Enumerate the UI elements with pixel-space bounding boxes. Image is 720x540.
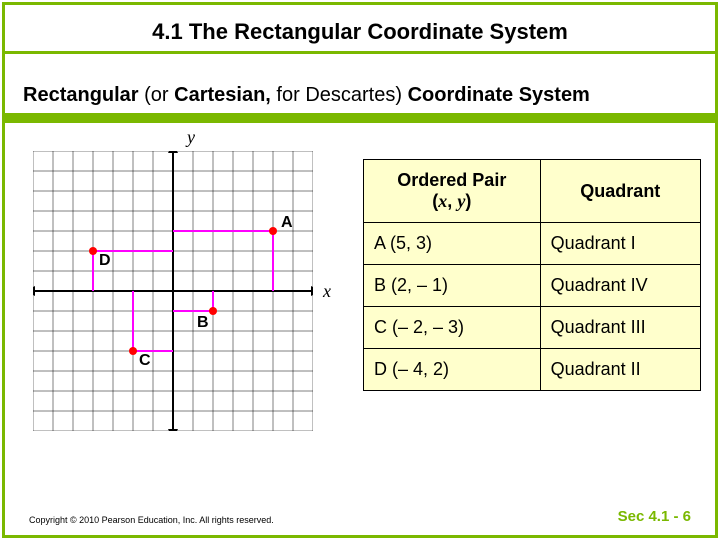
svg-text:B: B [197, 314, 209, 331]
pair-cell: A (5, 3) [364, 223, 541, 265]
quadrant-cell: Quadrant IV [540, 265, 700, 307]
title-underline [5, 51, 715, 54]
subtitle: Rectangular (or Cartesian, for Descartes… [23, 84, 715, 107]
quadrant-table: Ordered Pair (x, y) Quadrant A (5, 3)Qua… [363, 159, 701, 391]
subtitle-b2: Cartesian, [174, 84, 271, 106]
pair-cell: D (– 4, 2) [364, 349, 541, 391]
table-row: D (– 4, 2)Quadrant II [364, 349, 701, 391]
section-label: Sec 4.1 - 6 [618, 508, 691, 525]
page-title: 4.1 The Rectangular Coordinate System [5, 19, 715, 45]
grid-svg: A B C D [33, 151, 313, 431]
table-row: B (2, – 1)Quadrant IV [364, 265, 701, 307]
x-axis-label: x [323, 281, 331, 302]
green-bar [5, 113, 715, 123]
svg-text:C: C [139, 352, 151, 369]
coordinate-graph: y x A B C D [5, 123, 345, 443]
subtitle-b1: Rectangular [23, 84, 139, 106]
table-row: A (5, 3)Quadrant I [364, 223, 701, 265]
pair-cell: B (2, – 1) [364, 265, 541, 307]
quadrant-cell: Quadrant II [540, 349, 700, 391]
copyright-text: Copyright © 2010 Pearson Education, Inc.… [29, 515, 274, 525]
quadrant-cell: Quadrant III [540, 307, 700, 349]
table-header-pair: Ordered Pair (x, y) [364, 160, 541, 223]
subtitle-b3: Coordinate System [408, 84, 590, 106]
quadrant-cell: Quadrant I [540, 223, 700, 265]
svg-text:A: A [281, 214, 293, 231]
y-axis-label: y [187, 127, 195, 148]
table-row: C (– 2, – 3)Quadrant III [364, 307, 701, 349]
svg-text:D: D [99, 252, 111, 269]
pair-cell: C (– 2, – 3) [364, 307, 541, 349]
table-header-quadrant: Quadrant [540, 160, 700, 223]
